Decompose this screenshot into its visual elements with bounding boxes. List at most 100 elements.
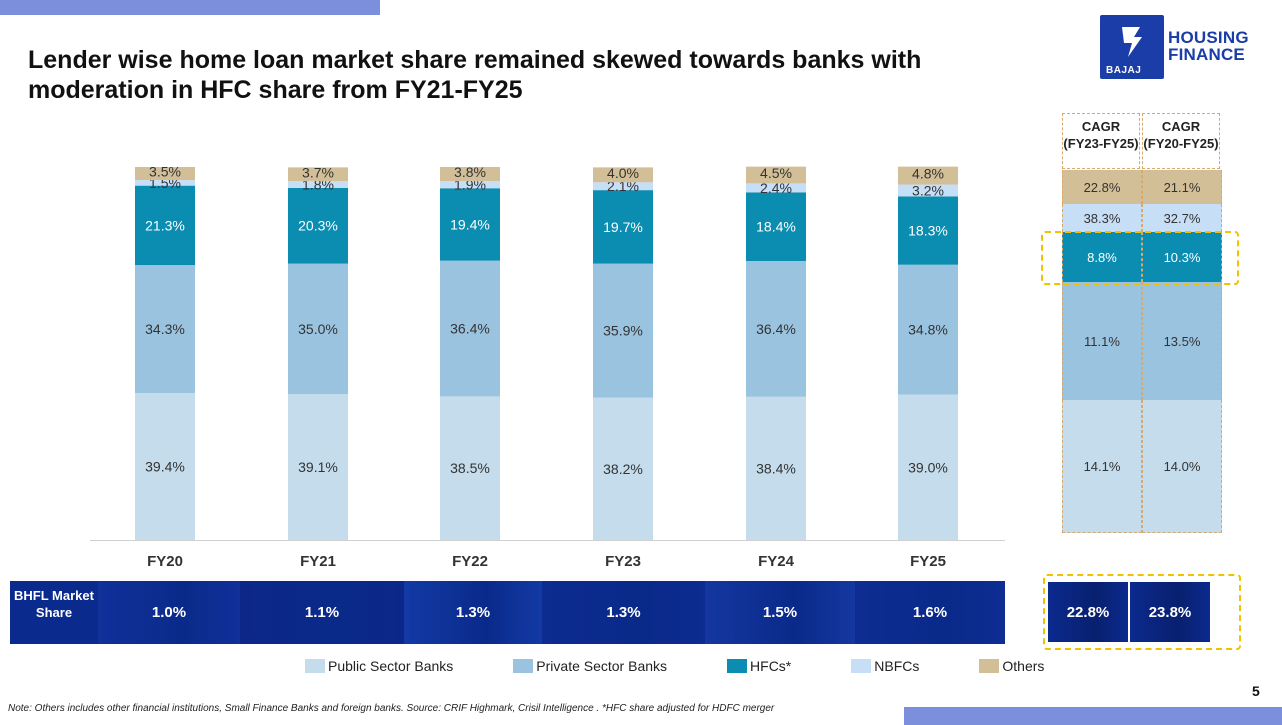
legend-others: Others bbox=[979, 658, 1044, 674]
cagr-header-fy23-fy25: CAGR (FY23-FY25) bbox=[1062, 113, 1140, 169]
bar-others-fy25 bbox=[898, 166, 958, 185]
logo-brand: BAJAJ bbox=[1106, 65, 1142, 76]
cagr-public-fy23-fy25: 14.1% bbox=[1062, 400, 1142, 533]
bhfl-cagr-highlight bbox=[1043, 574, 1241, 650]
chart-legend: Public Sector Banks Private Sector Banks… bbox=[305, 658, 1104, 674]
cagr-header-fy20-fy25: CAGR (FY20-FY25) bbox=[1142, 113, 1220, 169]
bar-hfc-fy25 bbox=[898, 196, 958, 265]
legend-swatch-private bbox=[513, 659, 534, 673]
data-label-hfc-fy24: 18.4% bbox=[756, 219, 796, 235]
data-label-others-fy25: 4.8% bbox=[912, 166, 944, 182]
legend-label-public: Public Sector Banks bbox=[328, 658, 454, 674]
x-tick-label-fy25: FY25 bbox=[910, 553, 946, 570]
data-label-hfc-fy22: 19.4% bbox=[450, 216, 490, 232]
cagr-private-fy23-fy25: 11.1% bbox=[1062, 282, 1142, 400]
cagr-bhfl-fy20-fy25: 23.8% bbox=[1130, 582, 1210, 642]
top-accent-bar bbox=[0, 0, 380, 15]
legend-swatch-nbfc bbox=[851, 659, 872, 673]
bar-nbfc-fy21 bbox=[288, 181, 348, 188]
bar-public-fy21 bbox=[288, 394, 348, 540]
bhfl-share-fy23: 1.3% bbox=[542, 581, 705, 644]
bar-public-fy24 bbox=[746, 396, 806, 540]
bar-private-fy20 bbox=[135, 265, 195, 394]
bar-others-fy24 bbox=[746, 166, 806, 184]
bar-others-fy23 bbox=[593, 167, 653, 183]
data-label-private-fy24: 36.4% bbox=[756, 321, 796, 337]
legend-nbfc: NBFCs bbox=[851, 658, 919, 674]
data-label-others-fy21: 3.7% bbox=[302, 164, 334, 180]
data-label-others-fy23: 4.0% bbox=[607, 165, 639, 181]
data-label-private-fy21: 35.0% bbox=[298, 321, 338, 337]
bhfl-share-fy20: 1.0% bbox=[98, 581, 240, 644]
legend-label-private: Private Sector Banks bbox=[536, 658, 668, 674]
bar-private-fy23 bbox=[593, 263, 653, 398]
bar-private-fy22 bbox=[440, 260, 500, 397]
bar-private-fy24 bbox=[746, 260, 806, 397]
cagr-others-fy20-fy25: 21.1% bbox=[1142, 170, 1222, 204]
bottom-accent-bar bbox=[904, 707, 1282, 725]
data-label-public-fy25: 39.0% bbox=[908, 459, 948, 475]
bhfl-share-fy21: 1.1% bbox=[240, 581, 404, 644]
bar-private-fy21 bbox=[288, 263, 348, 395]
data-label-public-fy20: 39.4% bbox=[145, 459, 185, 475]
bar-others-fy22 bbox=[440, 167, 500, 182]
bar-hfc-fy23 bbox=[593, 190, 653, 264]
logo-line1: HOUSING bbox=[1168, 28, 1249, 47]
page-title: Lender wise home loan market share remai… bbox=[28, 46, 922, 104]
data-label-public-fy24: 38.4% bbox=[756, 460, 796, 476]
bar-nbfc-fy24 bbox=[746, 183, 806, 193]
legend-label-nbfc: NBFCs bbox=[874, 658, 920, 674]
bhfl-share-fy22: 1.3% bbox=[404, 581, 542, 644]
bhfl-market-share-label: BHFL Market Share bbox=[10, 581, 98, 644]
x-tick-label-fy20: FY20 bbox=[147, 553, 183, 570]
legend-label-hfc: HFCs* bbox=[750, 658, 792, 674]
data-label-private-fy22: 36.4% bbox=[450, 321, 490, 337]
legend-public: Public Sector Banks bbox=[305, 658, 453, 674]
bar-private-fy25 bbox=[898, 264, 958, 395]
cagr-nbfc-fy20-fy25: 32.7% bbox=[1142, 204, 1222, 232]
hfc-cagr-highlight bbox=[1041, 231, 1239, 285]
cagr-public-fy20-fy25: 14.0% bbox=[1142, 400, 1222, 533]
x-tick-label-fy22: FY22 bbox=[452, 553, 488, 570]
data-label-private-fy20: 34.3% bbox=[145, 321, 185, 337]
logo-emblem: BAJAJ bbox=[1100, 15, 1164, 79]
bar-hfc-fy24 bbox=[746, 192, 806, 261]
bar-public-fy20 bbox=[135, 393, 195, 540]
data-label-others-fy20: 3.5% bbox=[149, 164, 181, 180]
page-number: 5 bbox=[1252, 683, 1260, 699]
footnote: Note: Others includes other financial in… bbox=[8, 703, 775, 714]
data-label-nbfc-fy25: 3.2% bbox=[912, 182, 944, 198]
bar-public-fy22 bbox=[440, 396, 500, 540]
cagr-private-fy20-fy25: 13.5% bbox=[1142, 282, 1222, 400]
bar-nbfc-fy25 bbox=[898, 184, 958, 197]
data-label-hfc-fy23: 19.7% bbox=[603, 219, 643, 235]
data-label-hfc-fy20: 21.3% bbox=[145, 217, 185, 233]
data-label-private-fy25: 34.8% bbox=[908, 322, 948, 338]
cagr-hfc-fy23-fy25: 8.8% bbox=[1062, 232, 1142, 282]
data-label-hfc-fy21: 20.3% bbox=[298, 218, 338, 234]
x-tick-label-fy23: FY23 bbox=[605, 553, 641, 570]
legend-swatch-hfc bbox=[727, 659, 748, 673]
logo-line2: FINANCE bbox=[1168, 45, 1245, 64]
legend-swatch-others bbox=[979, 659, 1000, 673]
legend-label-others: Others bbox=[1002, 658, 1045, 674]
bar-nbfc-fy20 bbox=[135, 180, 195, 186]
legend-private: Private Sector Banks bbox=[513, 658, 667, 674]
cagr-others-fy23-fy25: 22.8% bbox=[1062, 170, 1142, 204]
data-label-nbfc-fy24: 2.4% bbox=[760, 180, 792, 196]
logo-wordmark: HOUSING FINANCE bbox=[1168, 29, 1249, 63]
cagr-nbfc-fy23-fy25: 38.3% bbox=[1062, 204, 1142, 232]
bar-nbfc-fy23 bbox=[593, 182, 653, 191]
legend-swatch-public bbox=[305, 659, 325, 673]
bar-hfc-fy22 bbox=[440, 188, 500, 261]
x-tick-label-fy21: FY21 bbox=[300, 553, 336, 570]
bajaj-housing-finance-logo: BAJAJ HOUSING FINANCE bbox=[1100, 15, 1270, 81]
bar-hfc-fy21 bbox=[288, 187, 348, 264]
bar-public-fy25 bbox=[898, 394, 958, 540]
data-label-public-fy22: 38.5% bbox=[450, 460, 490, 476]
bar-others-fy21 bbox=[288, 167, 348, 182]
bajaj-b-icon bbox=[1122, 27, 1142, 57]
cagr-bhfl-fy23-fy25: 22.8% bbox=[1048, 582, 1128, 642]
legend-hfc: HFCs* bbox=[727, 658, 791, 674]
